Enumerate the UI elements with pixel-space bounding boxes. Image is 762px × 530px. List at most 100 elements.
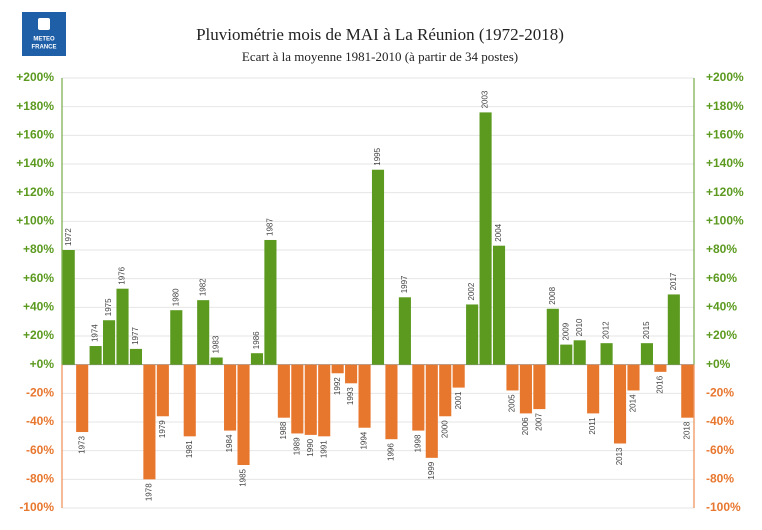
y2-tick-label: -20% [706,386,734,400]
x-tick-label: 2008 [548,286,557,304]
x-tick-label: 1980 [171,288,180,306]
bar [466,304,479,365]
bar [667,294,680,365]
bar [681,364,694,418]
x-tick-label: 1972 [64,228,73,246]
y-tick-label: +140% [16,156,54,170]
bar [277,364,290,418]
bar [519,364,532,414]
y-tick-label: -60% [26,443,54,457]
bar [345,364,358,384]
bar [76,364,89,433]
bar [546,308,559,365]
bar [156,364,169,417]
bar [412,364,425,431]
x-tick-label: 2011 [588,417,597,435]
x-tick-label: 1999 [427,461,436,479]
bar [103,320,116,365]
x-tick-label: 1993 [346,387,355,405]
x-tick-label: 2014 [629,394,638,412]
y-tick-label: +60% [23,271,54,285]
x-tick-label: 2001 [454,391,463,409]
bar [304,364,317,435]
x-tick-label: 2009 [561,322,570,340]
bar [560,344,573,365]
x-tick-label: 1988 [279,421,288,439]
bar [627,364,640,391]
bar [210,357,223,365]
x-tick-label: 1996 [387,443,396,461]
x-tick-label: 1985 [239,468,248,486]
bar [183,364,196,437]
y-tick-label: +200% [16,70,54,84]
x-tick-label: 1994 [360,431,369,449]
x-tick-label: 1989 [292,437,301,455]
x-tick-label: 2010 [575,318,584,336]
x-tick-label: 1975 [104,298,113,316]
y2-tick-label: +100% [706,214,744,228]
y-tick-label: +0% [30,357,55,371]
bar [291,364,304,434]
logo-text: METEO [33,37,55,43]
x-tick-label: 2005 [508,394,517,412]
y-tick-label: +160% [16,128,54,142]
chart-title: Pluviométrie mois de MAI à La Réunion (1… [196,25,564,44]
y2-tick-label: +20% [706,328,737,342]
y2-tick-label: +40% [706,300,737,314]
y2-tick-label: +120% [706,185,744,199]
x-tick-label: 1991 [319,440,328,458]
x-tick-label: 1976 [118,266,127,284]
y2-tick-label: -40% [706,414,734,428]
y-tick-label: +120% [16,185,54,199]
bar [224,364,237,431]
x-tick-label: 1977 [131,327,140,345]
y2-tick-label: +60% [706,271,737,285]
y-tick-label: +20% [23,328,54,342]
bar [533,364,546,410]
bar [264,239,277,365]
bar [250,353,264,365]
y2-tick-label: +80% [706,242,737,256]
bar [492,245,506,365]
bar [116,288,129,365]
x-tick-label: 1998 [413,434,422,452]
bar [197,300,210,365]
x-tick-label: 1997 [400,275,409,293]
x-tick-label: 1981 [185,440,194,458]
bar [129,348,143,365]
bar [640,343,653,365]
x-tick-label: 1973 [77,435,86,453]
bar [385,364,398,440]
bar [170,310,183,365]
y2-tick-label: -80% [706,472,734,486]
y2-tick-label: +140% [706,156,744,170]
x-tick-label: 2000 [440,420,449,438]
y-tick-label: +100% [16,214,54,228]
x-tick-label: 1992 [333,377,342,395]
bar [143,364,156,480]
x-tick-label: 2004 [494,223,503,241]
bar [371,169,385,365]
logo-text: FRANCE [32,45,57,51]
y2-tick-label: -100% [706,500,741,514]
y2-tick-label: +200% [706,70,744,84]
bar [613,364,627,444]
y2-tick-label: -60% [706,443,734,457]
logo-icon [38,18,50,30]
y-tick-label: -80% [26,472,54,486]
bar [89,346,102,365]
y2-tick-label: +160% [706,128,744,142]
y-tick-label: +80% [23,242,54,256]
x-tick-label: 1978 [145,483,154,501]
bar [318,364,331,437]
x-tick-label: 1982 [198,278,207,296]
x-tick-label: 1995 [373,147,382,165]
bar [62,250,75,365]
bar [331,364,344,374]
bar [506,364,519,391]
x-tick-label: 2006 [521,417,530,435]
bar [358,364,371,428]
bar [398,297,411,365]
